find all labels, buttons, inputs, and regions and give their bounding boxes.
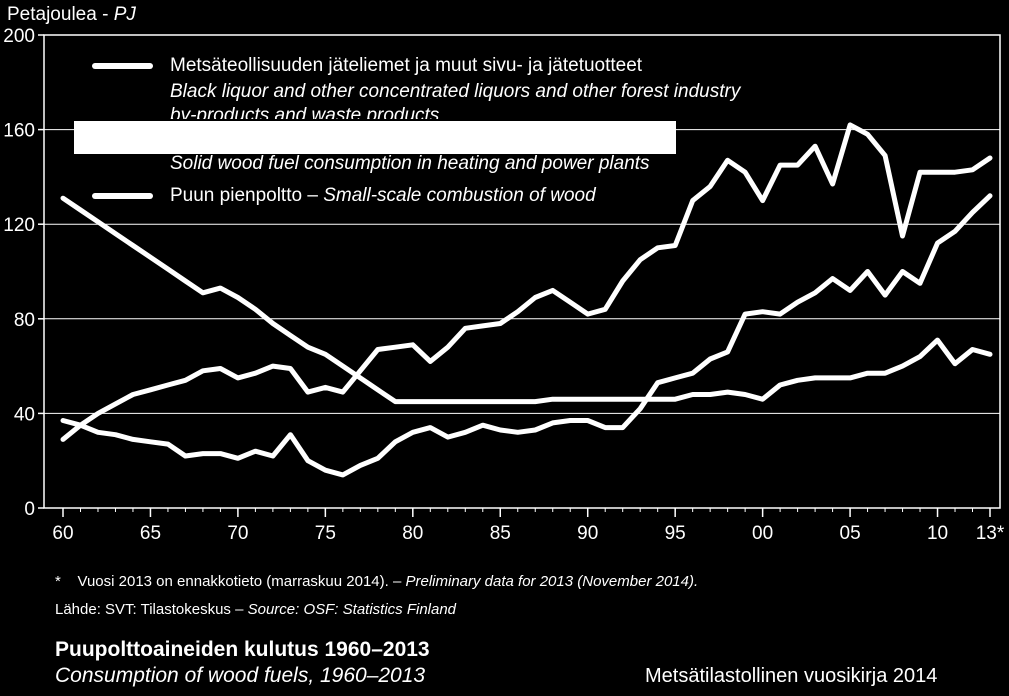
source-note: Lähde: SVT: Tilastokeskus – Source: OSF:… <box>55 601 457 618</box>
x-tick-label-2005: 05 <box>840 523 861 544</box>
y-tick-label-160: 160 <box>3 121 35 142</box>
chart-title: Puupolttoaineiden kulutus 1960–2013 <box>55 638 430 661</box>
legend-item-1-fi: Metsäteollisuuden jäteliemet ja muut siv… <box>170 55 643 76</box>
x-tick-label-2010: 10 <box>927 523 948 544</box>
y-tick-label-40: 40 <box>14 404 35 425</box>
series-line-1 <box>60 122 993 442</box>
x-tick-label-1975: 75 <box>315 523 336 544</box>
y-tick-label-0: 0 <box>24 499 35 520</box>
x-tick-label-1995: 95 <box>665 523 686 544</box>
y-tick-label-80: 80 <box>14 310 35 331</box>
legend-item-1-en-line2: by-products and waste products <box>170 105 440 119</box>
legend-mask-bar <box>74 121 676 154</box>
y-tick-label-200: 200 <box>3 26 35 47</box>
series-line-3 <box>60 195 993 405</box>
legend-item-2-en: Solid wood fuel consumption in heating a… <box>170 153 650 174</box>
publication-name: Metsätilastollinen vuosikirja 2014 <box>645 665 938 687</box>
series-line-2 <box>60 193 993 478</box>
legend-item-3: Puun pienpoltto – Small-scale combustion… <box>170 185 596 206</box>
x-tick-label-1985: 85 <box>490 523 511 544</box>
x-tick-label-1970: 70 <box>227 523 248 544</box>
y-unit-label: Petajoulea - PJ <box>7 4 136 25</box>
x-tick-label-1960: 60 <box>52 523 73 544</box>
plot-frame <box>43 34 1001 509</box>
x-tick-label-2013: 13* <box>976 523 1005 544</box>
x-tick-label-2000: 00 <box>752 523 773 544</box>
footnote: * Vuosi 2013 on ennakkotieto (marraskuu … <box>55 573 699 590</box>
x-tick-label-1980: 80 <box>402 523 423 544</box>
chart-subtitle: Consumption of wood fuels, 1960–2013 <box>55 664 426 687</box>
x-tick-label-1990: 90 <box>577 523 598 544</box>
legend-item-1-en-line1: Black liquor and other concentrated liqu… <box>170 81 741 102</box>
y-tick-label-120: 120 <box>3 215 35 236</box>
x-tick-label-1965: 65 <box>140 523 161 544</box>
